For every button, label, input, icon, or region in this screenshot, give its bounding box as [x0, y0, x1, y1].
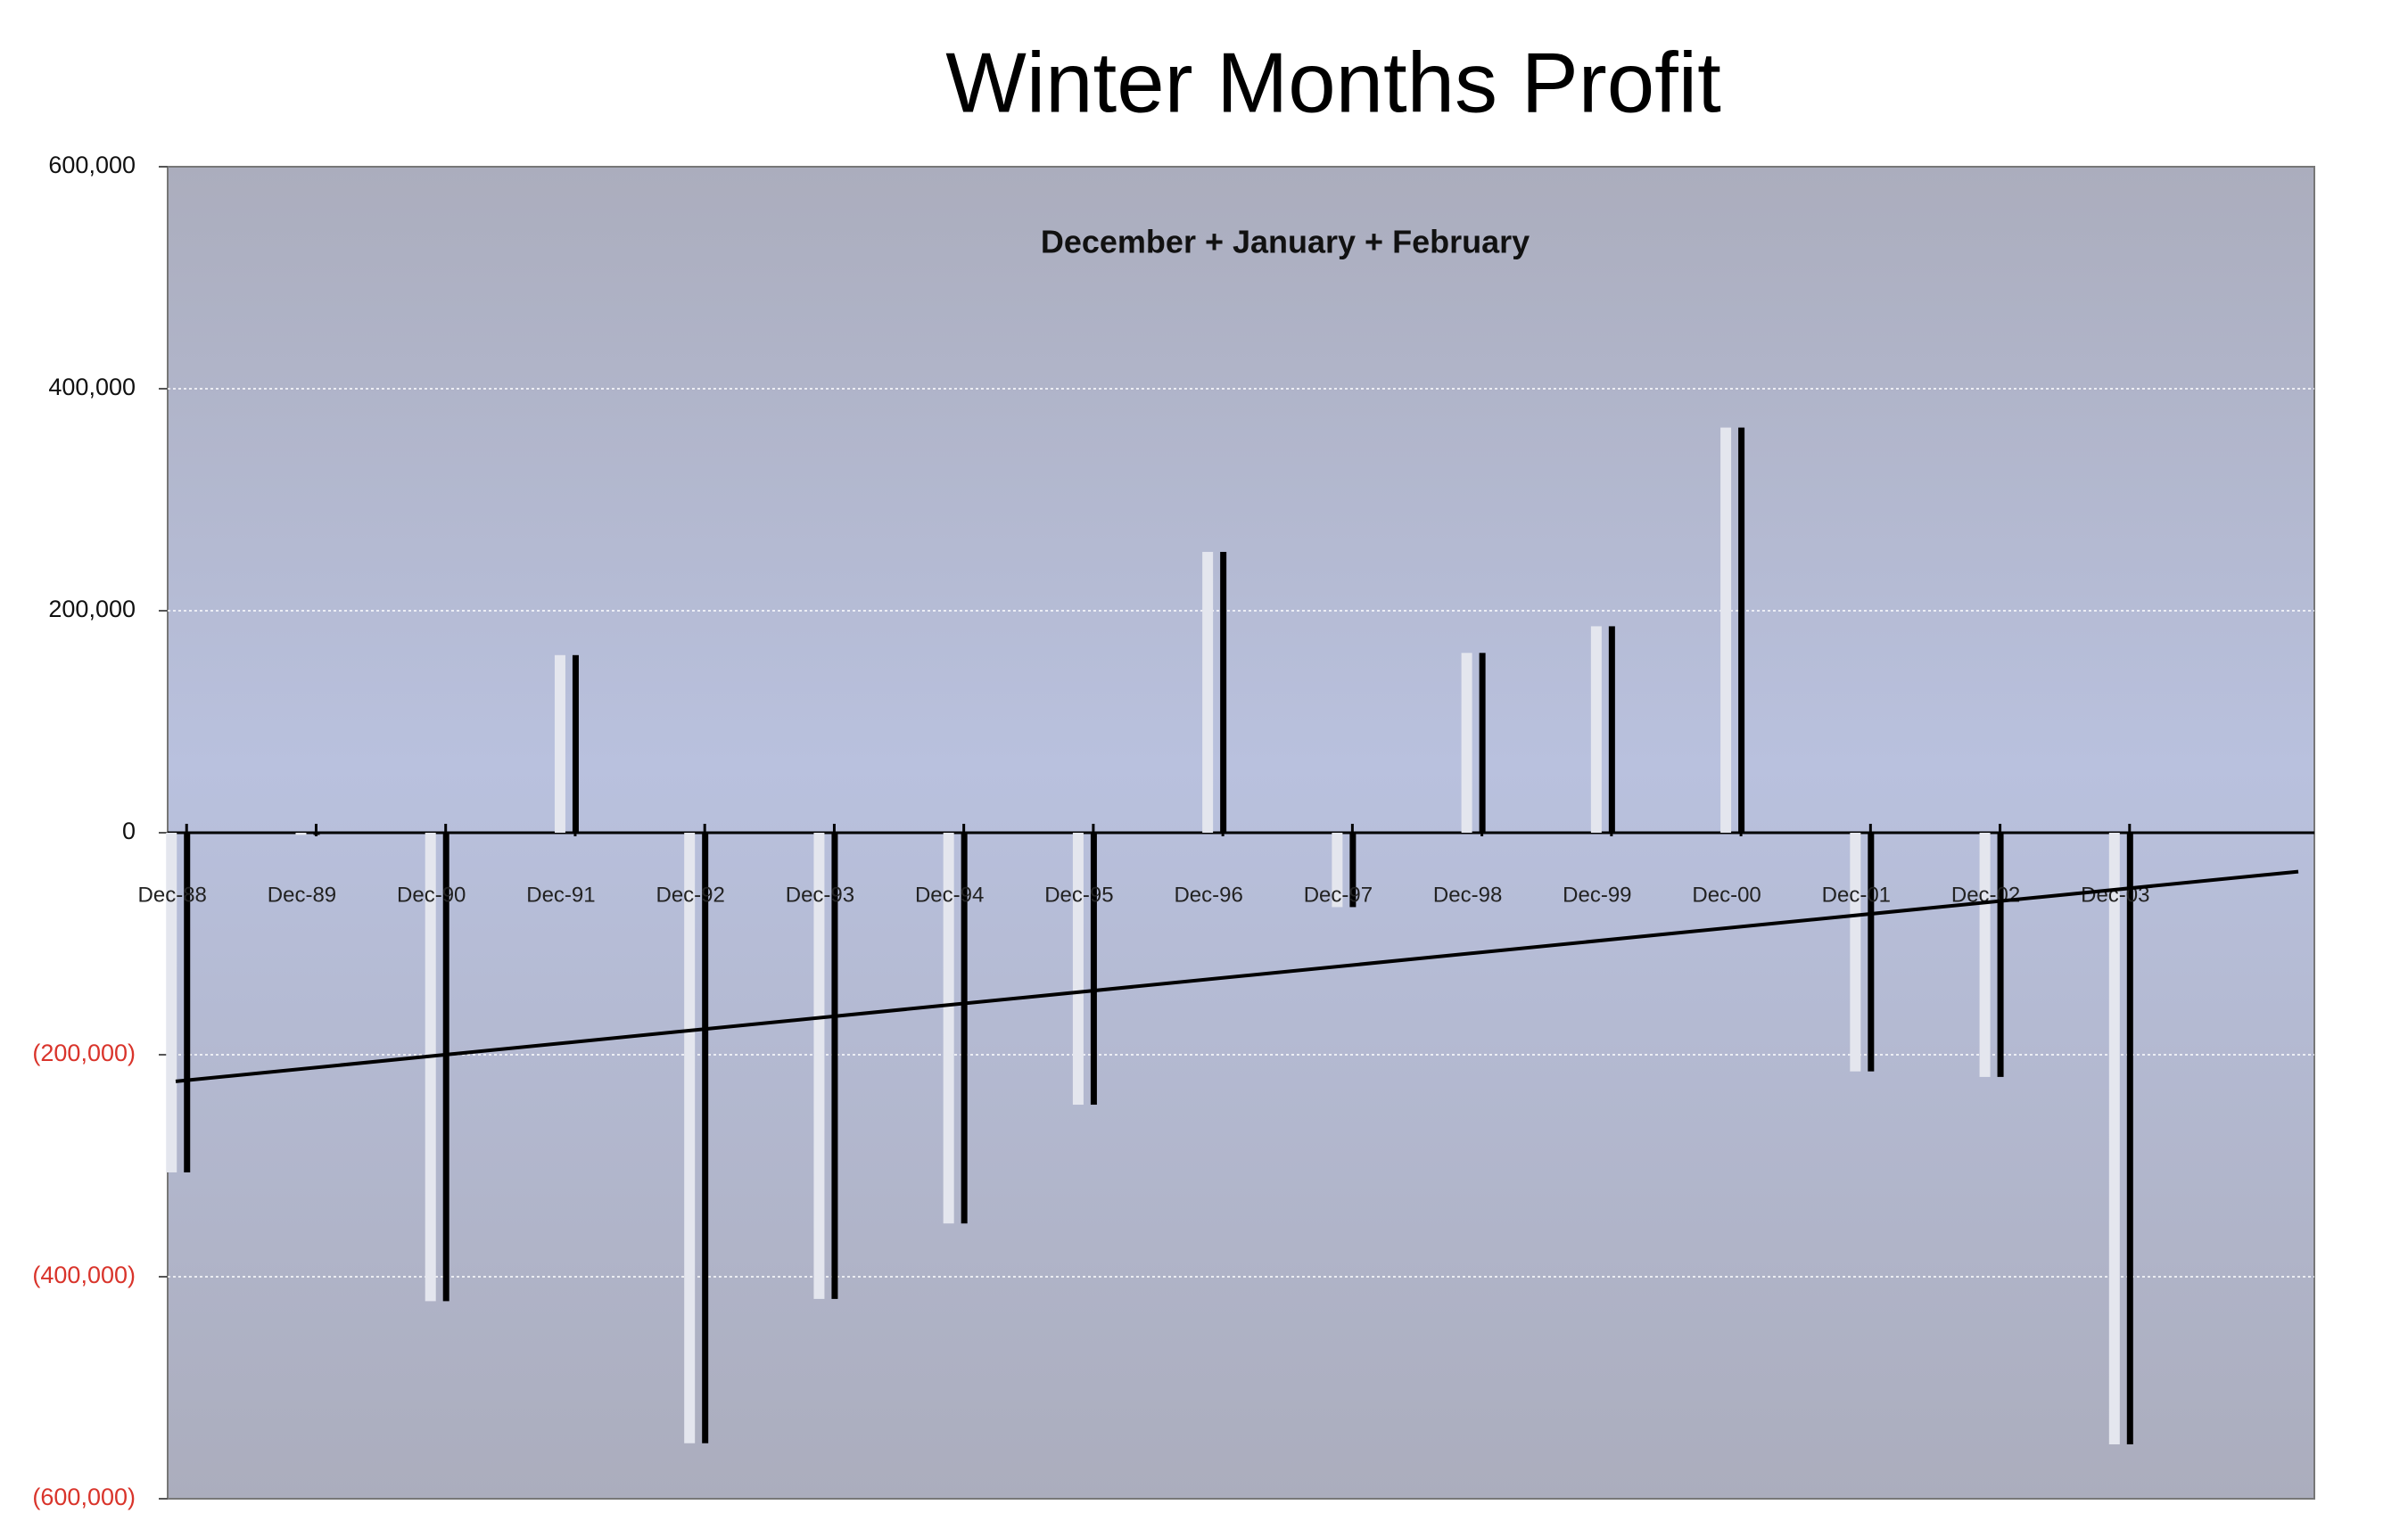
bar	[1090, 833, 1097, 1106]
x-tick-label: Dec-01	[1822, 883, 1891, 907]
y-tick-label: (600,000)	[32, 1484, 136, 1510]
bar	[1608, 626, 1615, 833]
bar-shadow	[1850, 833, 1861, 1072]
bar-shadow	[1332, 833, 1343, 908]
bar	[1997, 833, 2004, 1077]
y-tick-label: 400,000	[48, 374, 136, 400]
bar-shadow	[1720, 427, 1732, 833]
bar-shadow	[425, 833, 436, 1302]
bar-shadow	[1072, 833, 1084, 1106]
bar-shadow	[554, 654, 565, 833]
x-tick-label: Dec-89	[268, 883, 336, 907]
bar-shadow	[684, 833, 696, 1443]
y-tick-label: (200,000)	[32, 1040, 136, 1066]
x-tick-label: Dec-00	[1692, 883, 1761, 907]
x-tick-label: Dec-96	[1174, 883, 1242, 907]
x-tick-label: Dec-92	[656, 883, 724, 907]
bar-shadow	[1202, 552, 1214, 833]
bar-shadow	[1461, 653, 1472, 833]
x-tick-label: Dec-93	[786, 883, 854, 907]
bar-shadow	[295, 833, 307, 835]
bar-shadow	[166, 833, 177, 1172]
x-tick-label: Dec-97	[1304, 883, 1373, 907]
bar	[702, 833, 709, 1443]
y-tick-label: 200,000	[48, 596, 136, 622]
x-tick-label: Dec-90	[397, 883, 466, 907]
x-tick-label: Dec-88	[138, 883, 207, 907]
bar	[184, 833, 191, 1172]
x-tick-label: Dec-99	[1563, 883, 1631, 907]
trendline	[175, 869, 2299, 1083]
bar-shadow	[943, 833, 954, 1224]
bar-shadow	[2108, 833, 2120, 1444]
bar-shadow	[1590, 626, 1602, 833]
bar	[1738, 427, 1745, 833]
x-tick-label: Dec-94	[915, 883, 984, 907]
bar	[313, 833, 320, 835]
bar	[1220, 552, 1227, 833]
x-tick-label: Dec-95	[1044, 883, 1113, 907]
x-tick-label: Dec-91	[526, 883, 595, 907]
x-tick-label: Dec-98	[1433, 883, 1502, 907]
bar	[572, 654, 579, 833]
bar-shadow	[1979, 833, 1991, 1077]
bar-shadow	[813, 833, 825, 1299]
chart-subtitle: December + January + February	[1041, 224, 1530, 260]
bar	[1349, 833, 1357, 908]
bar	[442, 833, 449, 1302]
y-tick-label: 600,000	[48, 152, 136, 178]
bar	[2126, 833, 2133, 1444]
y-tick-label: (400,000)	[32, 1262, 136, 1288]
bar	[961, 833, 968, 1224]
bar	[831, 833, 838, 1299]
chart-title: Winter Months Profit	[945, 35, 1721, 130]
bar	[1479, 653, 1486, 833]
bar	[1868, 833, 1875, 1072]
y-tick-label: 0	[122, 818, 136, 844]
